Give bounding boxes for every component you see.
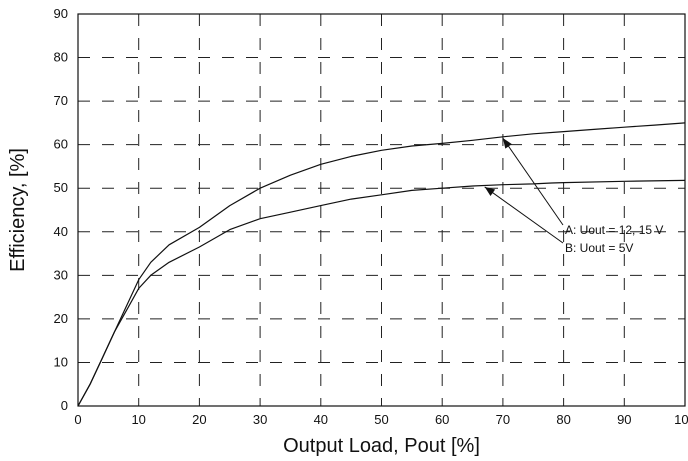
y-tick-label-9: 90 [54, 6, 68, 21]
series-line-b [77, 179, 686, 407]
plot-frame [77, 13, 686, 407]
x-tick-label-5: 50 [374, 412, 388, 427]
x-tick-label-9: 90 [617, 412, 631, 427]
x-tick-label-4: 40 [314, 412, 328, 427]
x-axis-ticks: 0 10 20 30 40 50 60 70 80 90 100 [74, 412, 688, 427]
y-tick-label-0: 0 [61, 398, 68, 413]
annotation-arrowhead-a [502, 138, 512, 149]
annotation-label-a: A: Uout = 12, 15 V [565, 223, 663, 237]
y-tick-label-4: 40 [54, 224, 68, 239]
y-tick-label-3: 30 [54, 267, 68, 282]
y-tick-label-8: 80 [54, 50, 68, 65]
x-tick-label-0: 0 [74, 412, 81, 427]
x-tick-label-10: 100 [674, 412, 688, 427]
series-line-a [77, 122, 686, 407]
annotation-leader-a [502, 137, 564, 226]
y-axis-label: Efficiency, [%] [7, 148, 29, 272]
annotation-leader-b [484, 186, 564, 244]
x-tick-label-3: 30 [253, 412, 267, 427]
x-axis-label: Output Load, Pout [%] [283, 435, 480, 457]
y-tick-label-2: 20 [54, 311, 68, 326]
x-tick-label-6: 60 [435, 412, 449, 427]
y-tick-label-7: 70 [54, 93, 68, 108]
y-tick-label-6: 60 [54, 137, 68, 152]
y-tick-label-5: 50 [54, 180, 68, 195]
annotations: A: Uout = 12, 15 V B: Uout = 5V [484, 137, 663, 255]
x-tick-label-1: 10 [131, 412, 145, 427]
y-tick-label-1: 10 [54, 354, 68, 369]
grid [78, 14, 685, 406]
x-tick-label-8: 80 [556, 412, 570, 427]
series-group [77, 122, 686, 407]
x-tick-label-2: 20 [192, 412, 206, 427]
annotation-arrowhead-b [484, 186, 496, 196]
y-axis-ticks: 0 10 20 30 40 50 60 70 80 90 [54, 6, 68, 413]
annotation-label-b: B: Uout = 5V [565, 241, 633, 255]
x-tick-label-7: 70 [496, 412, 510, 427]
